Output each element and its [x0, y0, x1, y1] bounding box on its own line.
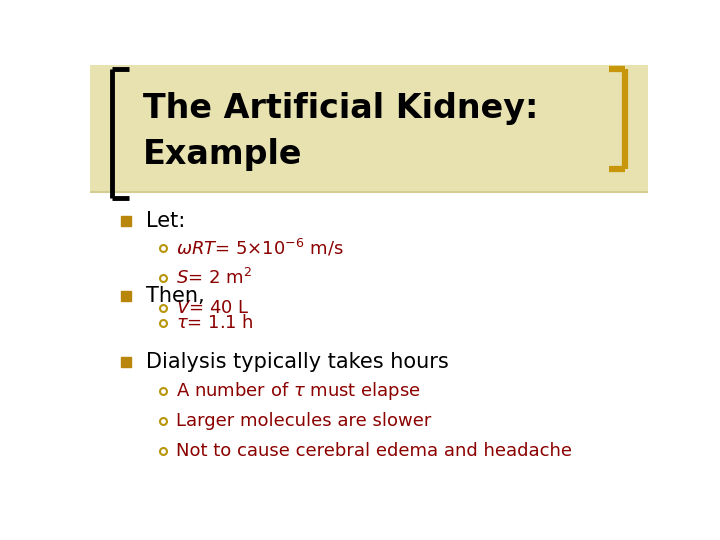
Text: Example: Example — [143, 138, 302, 171]
Text: Dialysis typically takes hours: Dialysis typically takes hours — [145, 352, 449, 372]
Text: Larger molecules are slower: Larger molecules are slower — [176, 412, 432, 430]
Text: Not to cause cerebral edema and headache: Not to cause cerebral edema and headache — [176, 442, 572, 460]
Text: Then,: Then, — [145, 286, 204, 306]
Text: $V$= 40 L: $V$= 40 L — [176, 299, 250, 316]
Text: The Artificial Kidney:: The Artificial Kidney: — [143, 92, 539, 125]
Text: A number of $\tau$ must elapse: A number of $\tau$ must elapse — [176, 380, 421, 402]
Text: $\tau$= 1.1 h: $\tau$= 1.1 h — [176, 314, 254, 332]
Text: $S$= 2 m$^{2}$: $S$= 2 m$^{2}$ — [176, 268, 252, 288]
Text: $\omega RT$= 5×10$^{-6}$ m/s: $\omega RT$= 5×10$^{-6}$ m/s — [176, 237, 344, 258]
FancyBboxPatch shape — [90, 65, 648, 192]
Text: Let:: Let: — [145, 211, 185, 231]
